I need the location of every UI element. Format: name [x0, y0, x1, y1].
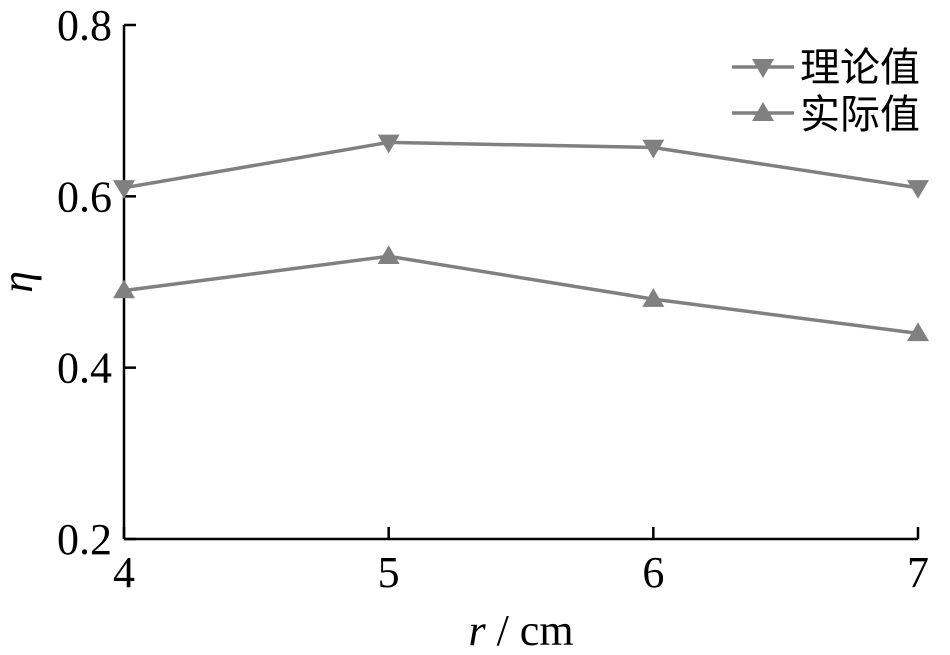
data-point-theoretical	[642, 139, 665, 159]
x-axis-title: r / cm	[468, 606, 573, 655]
legend-marker-theoretical	[752, 59, 774, 78]
x-tick-label: 6	[642, 548, 664, 597]
legend: 理论值 实际值	[732, 45, 920, 138]
y-tick-label: 0.4	[57, 344, 112, 393]
y-tick-label: 0.2	[57, 515, 112, 564]
x-axis-variable: r	[468, 606, 486, 655]
x-tick-label: 5	[378, 548, 400, 597]
data-point-actual	[642, 288, 665, 307]
x-tick-label: 4	[113, 548, 135, 597]
legend-marker-actual	[752, 102, 774, 121]
axes	[122, 25, 918, 541]
x-axis-unit: / cm	[486, 606, 574, 655]
x-ticks: 4 5 6 7	[113, 527, 929, 597]
legend-label-actual: 实际值	[800, 92, 920, 138]
legend-item-theoretical: 理论值	[732, 45, 920, 91]
y-tick-label: 0.6	[57, 172, 112, 221]
y-axis-title: η	[0, 271, 42, 293]
series-layer	[113, 134, 929, 342]
x-tick-label: 7	[907, 548, 929, 597]
data-point-actual	[113, 279, 135, 299]
data-point-actual	[907, 322, 929, 342]
legend-label-theoretical: 理论值	[800, 45, 920, 91]
data-point-theoretical	[113, 180, 135, 199]
series-line-theoretical	[123, 140, 919, 190]
legend-item-actual: 实际值	[732, 92, 920, 138]
data-point-theoretical	[377, 134, 400, 154]
y-ticks: 0.2 0.4 0.6 0.8	[57, 1, 136, 564]
data-point-theoretical	[907, 180, 929, 199]
series-line-actual	[123, 254, 919, 336]
data-point-actual	[377, 245, 400, 264]
y-tick-label: 0.8	[57, 1, 112, 50]
